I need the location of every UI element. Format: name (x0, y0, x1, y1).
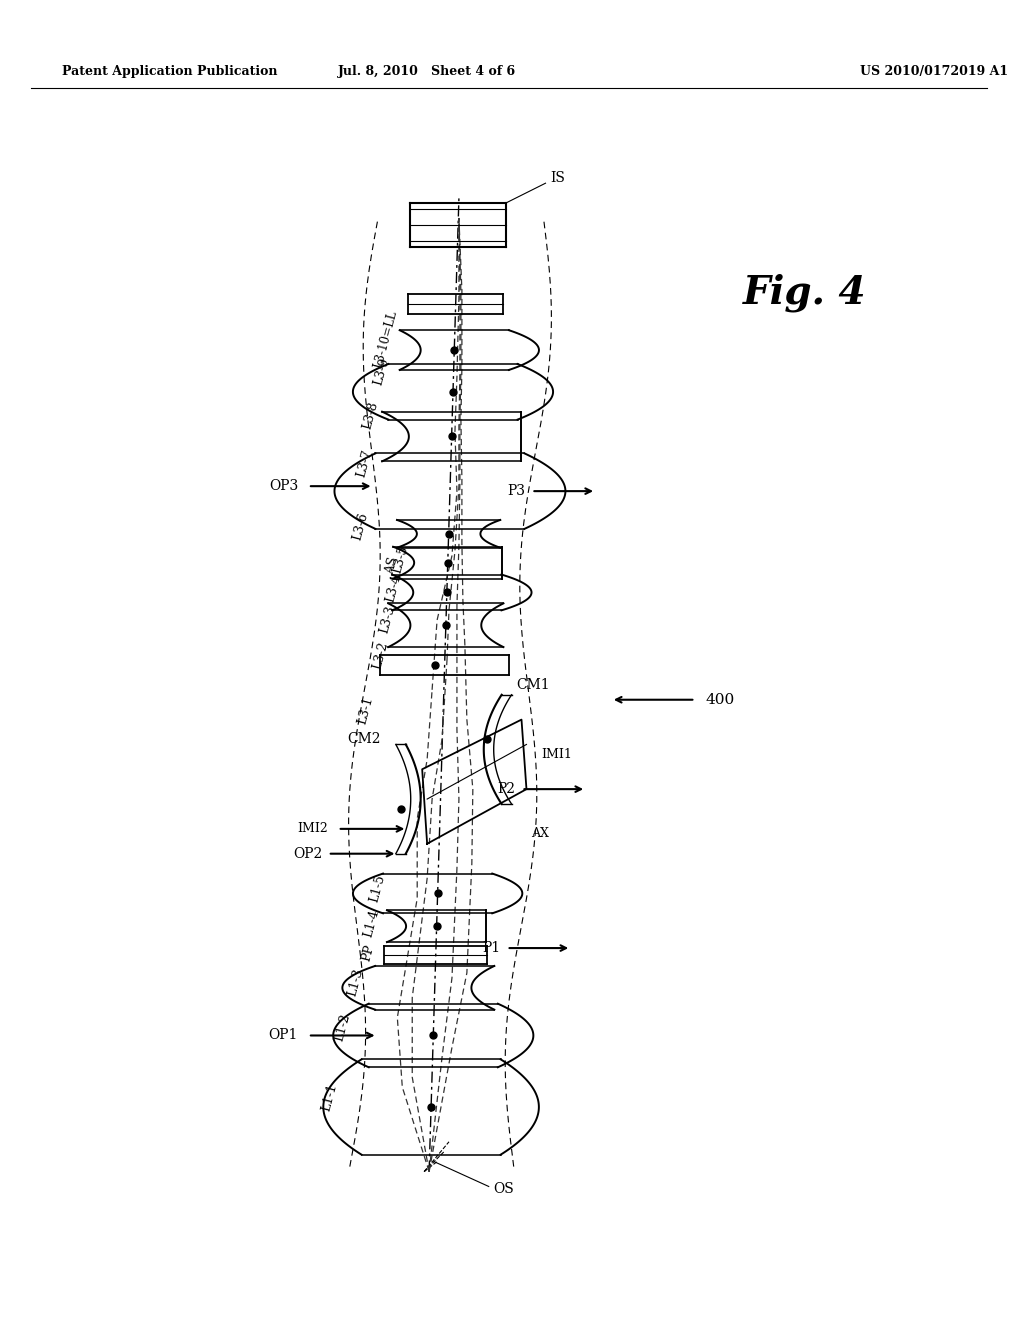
Text: IMI2: IMI2 (297, 822, 328, 836)
Text: L3-9: L3-9 (372, 356, 392, 387)
Text: US 2010/0172019 A1: US 2010/0172019 A1 (860, 66, 1008, 78)
Text: L3-4: L3-4 (383, 573, 403, 603)
Text: L1-3: L1-3 (345, 968, 366, 998)
Text: L1-2: L1-2 (333, 1012, 353, 1043)
Text: L3-3: L3-3 (377, 605, 397, 635)
Text: Fig. 4: Fig. 4 (742, 273, 866, 312)
Text: IMI1: IMI1 (542, 748, 572, 760)
Text: L3-5: L3-5 (391, 544, 411, 574)
Text: L1-5: L1-5 (368, 873, 388, 904)
Text: P3: P3 (508, 484, 525, 498)
Text: AX: AX (531, 828, 549, 841)
Text: L1-1: L1-1 (319, 1081, 340, 1113)
Text: AS: AS (384, 556, 401, 576)
Text: OP3: OP3 (268, 479, 298, 494)
Text: Patent Application Publication: Patent Application Publication (61, 66, 278, 78)
Text: L1-4: L1-4 (362, 908, 382, 939)
Text: L3-2: L3-2 (371, 640, 390, 671)
Text: P1: P1 (482, 941, 501, 956)
Text: OP2: OP2 (294, 846, 323, 861)
Text: OP1: OP1 (268, 1028, 298, 1043)
Text: P2: P2 (498, 783, 515, 796)
Text: L3-10=LL: L3-10=LL (372, 309, 400, 370)
Text: CM1: CM1 (516, 678, 550, 692)
Text: L3-8: L3-8 (360, 400, 381, 430)
Text: IS: IS (551, 172, 565, 185)
Text: OS: OS (494, 1183, 514, 1196)
Text: Jul. 8, 2010   Sheet 4 of 6: Jul. 8, 2010 Sheet 4 of 6 (338, 66, 516, 78)
Text: L3-7: L3-7 (354, 449, 374, 479)
Text: 400: 400 (706, 693, 734, 706)
Text: PP: PP (359, 944, 376, 962)
Text: CM2: CM2 (347, 733, 381, 747)
Text: L3-1: L3-1 (355, 694, 375, 726)
Text: L3-6: L3-6 (350, 511, 371, 541)
